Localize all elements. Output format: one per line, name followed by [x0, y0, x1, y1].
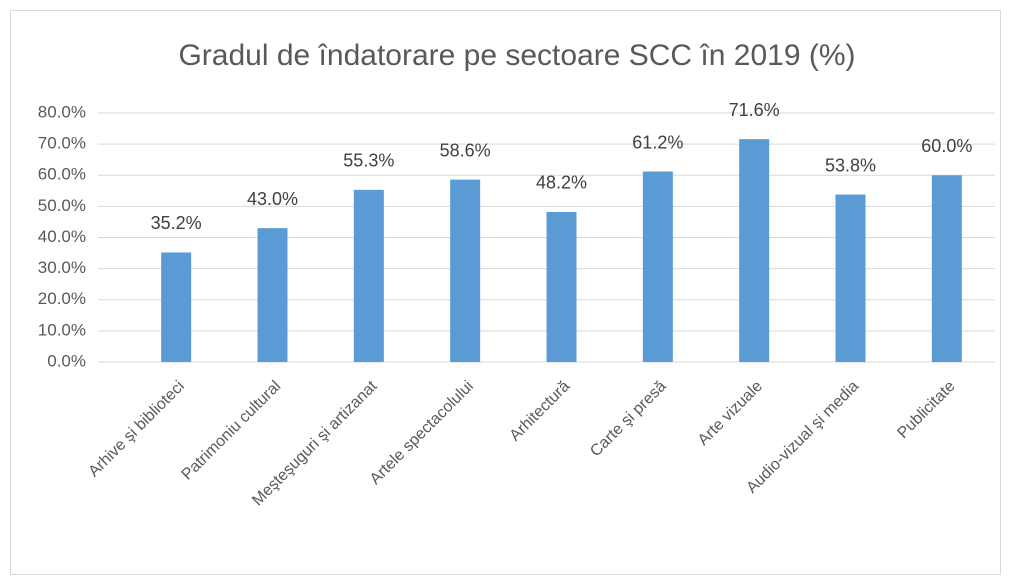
- y-tick-label: 30.0%: [38, 258, 86, 277]
- value-label: 35.2%: [151, 213, 202, 233]
- bar: [353, 189, 384, 362]
- y-tick-label: 60.0%: [38, 165, 86, 184]
- value-label: 53.8%: [825, 155, 876, 175]
- bar: [739, 139, 770, 362]
- value-label: 43.0%: [247, 189, 298, 209]
- y-tick-label: 80.0%: [38, 102, 86, 121]
- value-label: 58.6%: [440, 140, 491, 160]
- value-label: 71.6%: [729, 100, 780, 120]
- value-label: 55.3%: [343, 151, 394, 171]
- bar: [161, 252, 192, 362]
- y-tick-label: 0.0%: [47, 351, 86, 370]
- chart-title: Gradul de îndatorare pe sectoare SCC în …: [178, 39, 855, 72]
- bar: [931, 175, 962, 362]
- y-tick-label: 40.0%: [38, 227, 86, 246]
- bar: [546, 211, 577, 362]
- y-tick-label: 10.0%: [38, 320, 86, 339]
- bar: [450, 179, 481, 362]
- bar: [835, 194, 866, 362]
- y-tick-label: 50.0%: [38, 196, 86, 215]
- bar: [257, 228, 288, 362]
- value-label: 48.2%: [536, 173, 587, 193]
- y-tick-label: 70.0%: [38, 134, 86, 153]
- y-tick-label: 20.0%: [38, 289, 86, 308]
- value-label: 60.0%: [921, 136, 972, 156]
- bar: [642, 171, 673, 362]
- value-label: 61.2%: [632, 132, 683, 152]
